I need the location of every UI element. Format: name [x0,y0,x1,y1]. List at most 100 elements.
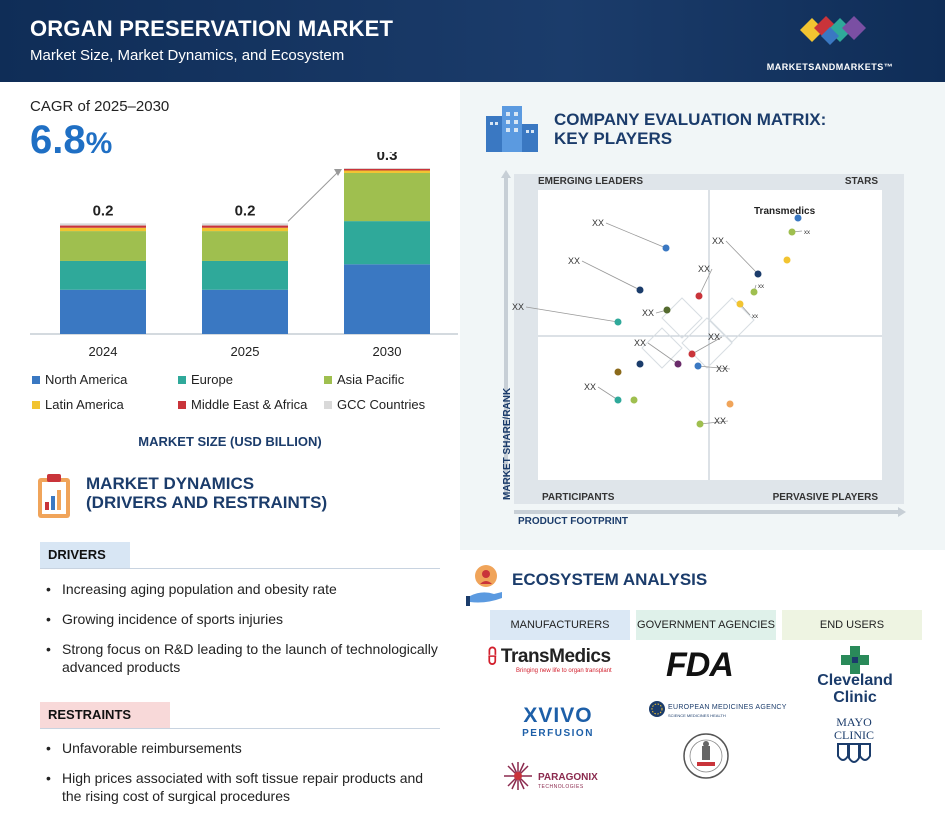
bar-segment-middle-east-africa [202,225,288,228]
quadrant-pervasive-players: PERVASIVE PLAYERS [773,492,879,503]
company-point [694,362,702,370]
bar-segment-middle-east-africa [60,225,146,228]
column-government-agencies: GOVERNMENT AGENCIES [636,610,776,640]
legend-swatch [324,400,332,409]
bar-segment-gcc-countries [344,168,430,169]
bar-segment-gcc-countries [202,223,288,226]
page-title: ORGAN PRESERVATION MARKET [30,16,394,41]
bar-segment-north-america [60,289,146,334]
cagr-unit: % [85,127,113,160]
hand-person-icon [466,565,502,606]
ecosystem-title: ECOSYSTEM ANALYSIS [512,570,708,589]
legend-swatch [178,375,186,384]
x-axis-arrow [898,507,906,517]
company-point [750,288,758,296]
restraint-item: High prices associated with soft tissue … [44,769,444,805]
clipboard-chart-icon [38,474,70,518]
driver-item: Increasing aging population and obesity … [44,580,444,598]
transmedics-mark-icon: ⩉ [488,646,497,667]
y-axis-label: MARKET SHARE/RANK [502,387,513,500]
company-leader-line [605,222,667,249]
driver-item: Strong focus on R&D leading to the launc… [44,640,444,676]
left-panel: CAGR of 2025–2030 6.8% 0.2 2024 0.2 2025 0.3… [0,82,460,804]
driver-item: Growing incidence of sports injuries [44,610,444,628]
company-point [636,360,644,368]
company-placeholder-label: XX [712,236,724,246]
legend-swatch [32,400,40,409]
brand-diamonds-icon [800,16,866,45]
company-placeholder-label: XX [592,218,604,228]
ema-name: EUROPEAN MEDICINES AGENCY [668,704,787,711]
legend-item: Asia Pacific [324,372,404,387]
column-end-users: END USERS [782,610,922,640]
legend-label: Latin America [45,397,124,412]
company-placeholder-label: XX [708,332,720,342]
cleveland-cross-icon [841,646,869,674]
cdsco-seal-icon [683,733,729,779]
company-leader-line [525,306,619,323]
company-placeholder-label: XX [698,264,710,274]
company-point [688,350,696,358]
bar-segment-asia-pacific [60,231,146,261]
legend-label: GCC Countries [337,397,426,412]
company-leader-line [691,336,723,355]
matrix-title-line1: COMPANY EVALUATION MATRIX: [554,110,827,129]
paragonix-name: PARAGONIX [538,772,598,783]
quadrant-participants: PARTICIPANTS [542,492,615,503]
legend-item: North America [32,372,127,387]
company-leader-line [725,240,759,275]
cagr-value: 6.8% [30,118,112,163]
company-placeholder-label: XX [512,302,524,312]
company-leader-line [597,386,619,401]
legend-item: GCC Countries [324,397,425,412]
ema-stars-icon [649,701,665,717]
matrix-panel: COMPANY EVALUATION MATRIX: KEY PLAYERS E… [460,82,945,550]
restraint-item: Unfavorable reimbursements [44,739,444,757]
bar-segment-latin-america [202,227,288,232]
company-point [662,244,670,252]
company-placeholder-label: XX [568,256,580,266]
mayo-clinic-logo: MAYO CLINIC [822,716,886,773]
bar-total-label: 0.2 [235,202,256,219]
drivers-label: DRIVERS [40,542,130,568]
restraints-label: RESTRAINTS [40,702,170,728]
dynamics-title: MARKET DYNAMICS (DRIVERS AND RESTRAINTS) [86,474,327,512]
company-placeholder-label: XX [714,416,726,426]
bar-segment-middle-east-africa [344,168,430,171]
drivers-list: Increasing aging population and obesity … [44,580,444,688]
company-point [754,270,762,278]
legend-label: North America [45,372,128,387]
bar-segment-north-america [202,289,288,334]
growth-arrow-line [287,169,341,222]
cagr-number: 6.8 [30,118,86,162]
company-leader-line [699,420,729,425]
company-point [783,256,791,264]
company-placeholder-label: XX [716,364,728,374]
dynamics-title-line1: MARKET DYNAMICS [86,474,255,493]
quadrant-emerging-leaders: EMERGING LEADERS [538,176,643,187]
company-point [663,306,671,314]
cagr-label: CAGR of 2025–2030 [30,98,170,115]
company-placeholder-label: xx [804,230,810,236]
bar-segment-europe [344,221,430,265]
fda-logo: FDA [666,646,734,684]
bar-segment-asia-pacific [202,231,288,261]
matrix-title-line2: KEY PLAYERS [554,129,673,148]
ecosystem-panel: ECOSYSTEM ANALYSIS MANUFACTURERS GOVERNM… [460,550,945,798]
paragonix-logo: PARAGONIX TECHNOLOGIES [502,760,622,797]
company-point [736,300,744,308]
company-point [636,286,644,294]
legend-swatch [324,375,332,384]
ema-sub: SCIENCE MEDICINES HEALTH [668,713,726,718]
bar-segment-europe [202,260,288,290]
dynamics-title-line2: (DRIVERS AND RESTRAINTS) [86,493,328,512]
company-point [696,420,704,428]
brand-logo[interactable]: MARKETSANDMARKETS™ [755,10,905,72]
company-placeholder-label: XX [642,308,654,318]
bar-segment-gcc-countries [60,223,146,226]
legend-label: Middle East & Africa [191,397,308,412]
y-axis-arrow [501,170,511,178]
company-point [614,368,622,376]
company-point [614,318,622,326]
company-placeholder-label: XX [584,382,596,392]
